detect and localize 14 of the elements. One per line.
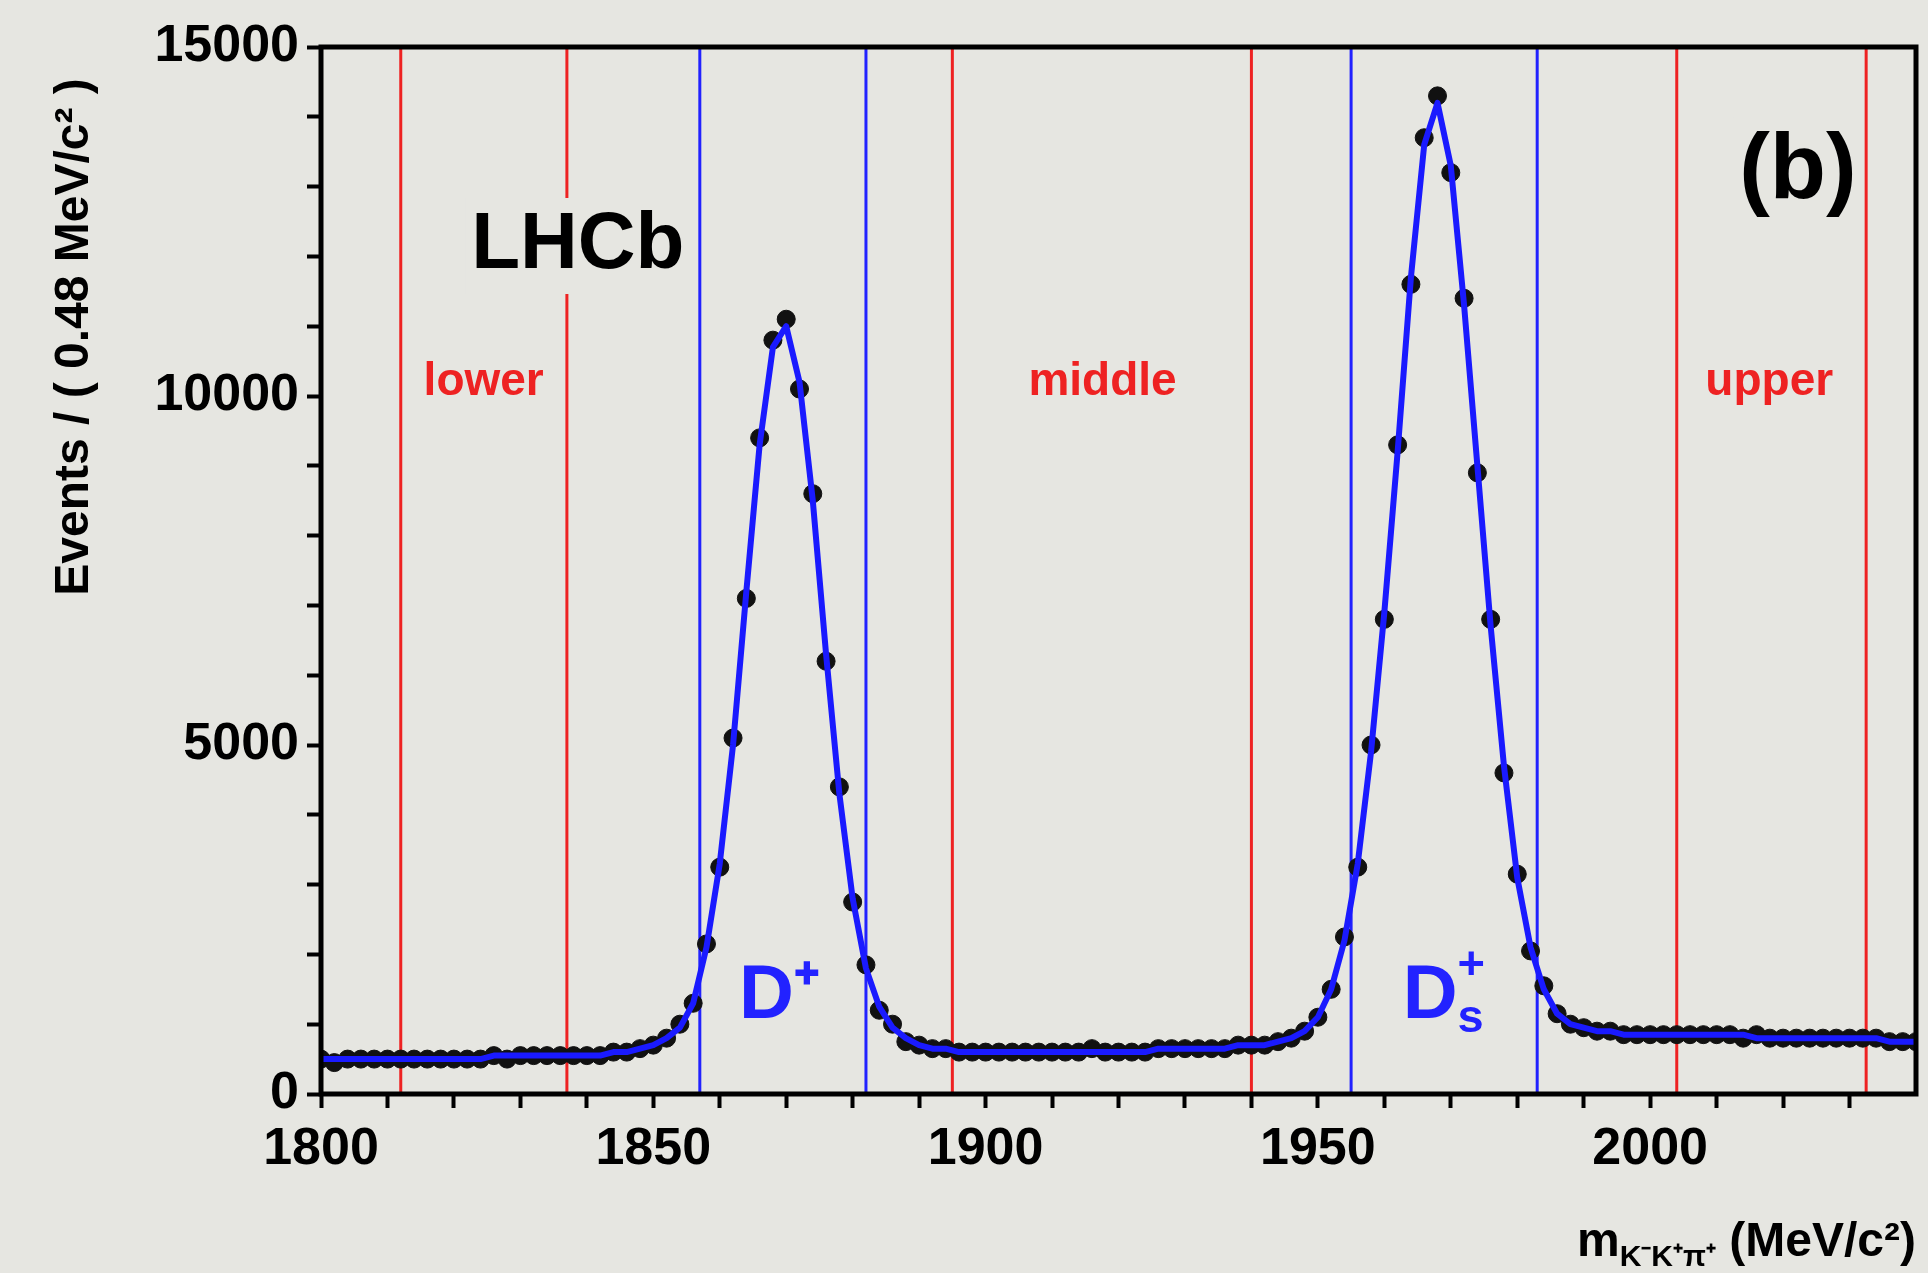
annotation: (b) — [1739, 115, 1857, 218]
x-tick-label: 1850 — [595, 1116, 712, 1175]
annotation: lower — [423, 352, 544, 405]
annotation: middle — [1028, 352, 1177, 405]
y-tick-label: 15000 — [154, 14, 299, 73]
annotation: upper — [1705, 352, 1834, 405]
x-tick-label: 1950 — [1260, 1116, 1376, 1175]
y-tick-label: 5000 — [183, 712, 299, 771]
x-tick-label: 1900 — [927, 1116, 1044, 1175]
x-tick-label: 2000 — [1592, 1116, 1709, 1175]
y-axis-title: Events / ( 0.48 MeV/c² ) — [45, 78, 99, 596]
annotation: LHCb — [471, 195, 685, 285]
y-tick-label: 10000 — [154, 363, 299, 422]
annotation: D⁺ — [739, 948, 821, 1034]
